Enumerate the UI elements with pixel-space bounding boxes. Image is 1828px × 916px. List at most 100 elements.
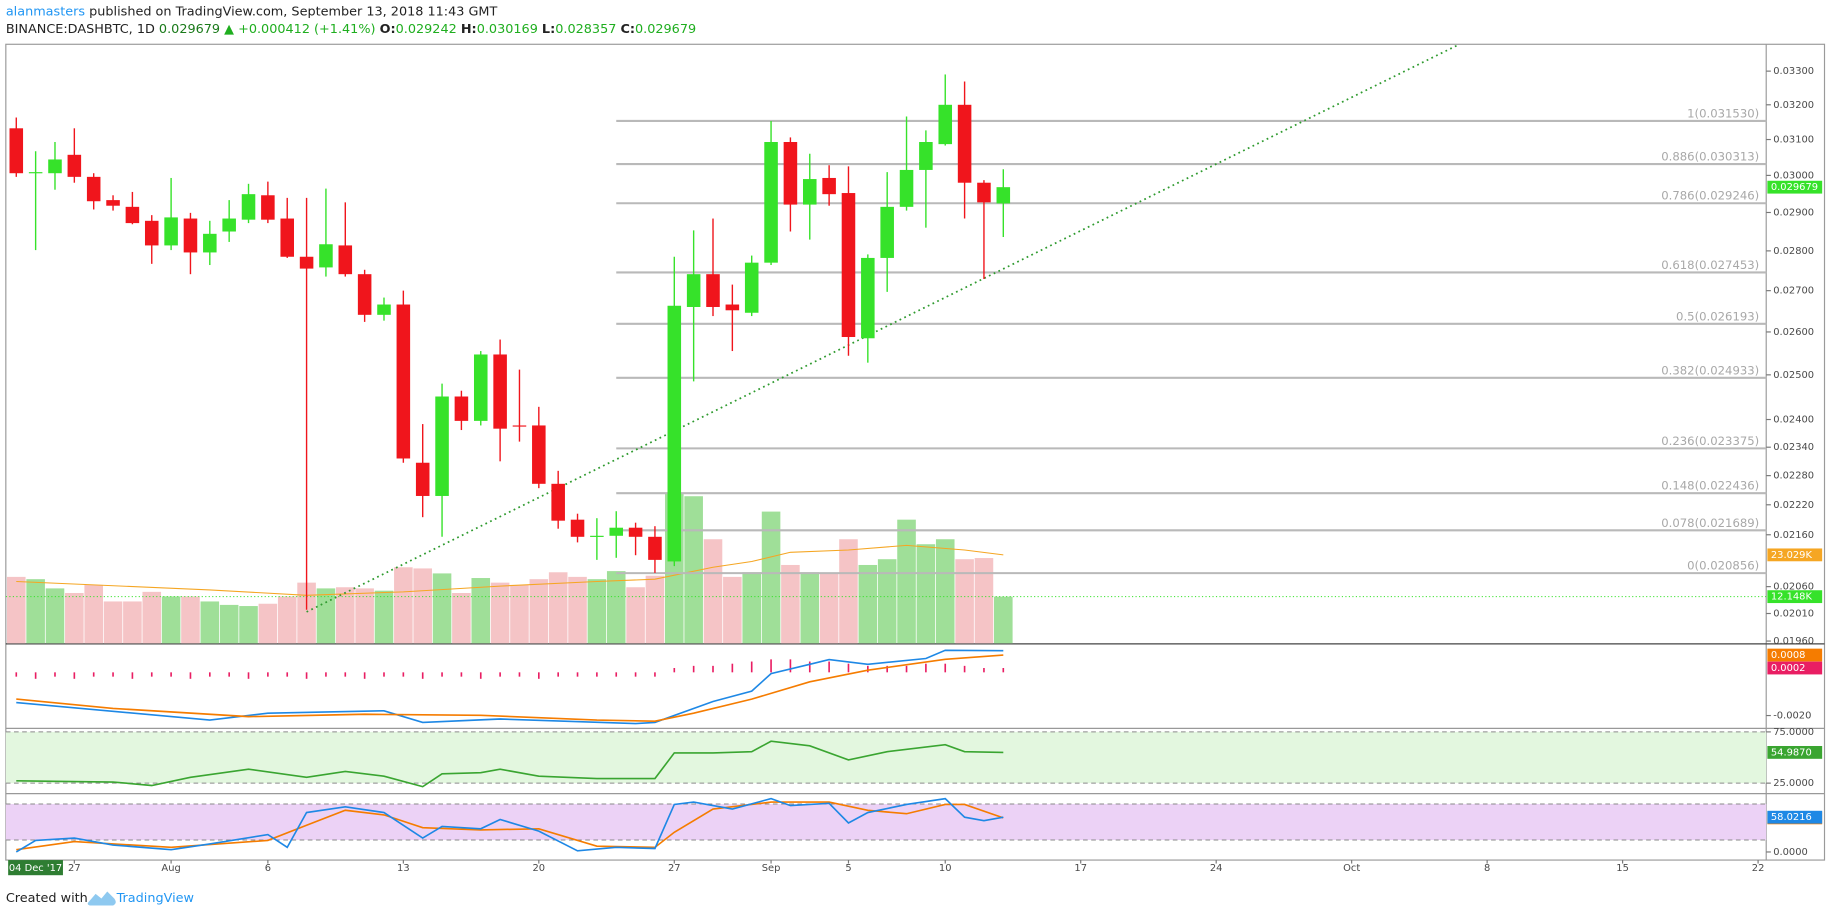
candle-body bbox=[203, 233, 217, 253]
x-tick-label: 13 bbox=[397, 863, 410, 874]
macd-histogram bbox=[54, 672, 56, 677]
candle-body bbox=[764, 142, 778, 263]
fib-label: 0.236(0.023375) bbox=[1661, 434, 1759, 448]
publish-line: alanmasters published on TradingView.com… bbox=[6, 4, 498, 19]
macd-histogram bbox=[421, 672, 424, 679]
candle-body bbox=[86, 176, 101, 202]
x-tick-label: 27 bbox=[68, 863, 81, 874]
candle-body bbox=[319, 244, 333, 268]
ohlc-label: O: bbox=[380, 22, 396, 37]
x-tick-label: 20 bbox=[533, 863, 546, 874]
value-badge-text: 0.0008 bbox=[1771, 650, 1806, 661]
change: ▲ +0.000412 (+1.41%) bbox=[224, 22, 375, 37]
y-tick-label: 0.03100 bbox=[1773, 135, 1814, 146]
macd-histogram bbox=[286, 672, 289, 677]
value-badge bbox=[1767, 590, 1823, 604]
author[interactable]: alanmasters bbox=[6, 4, 86, 19]
ohlc-value: 0.029242 bbox=[396, 22, 457, 37]
candle-body bbox=[338, 245, 353, 275]
volume-bar bbox=[955, 559, 974, 644]
volume-bar bbox=[239, 606, 258, 644]
macd-histogram bbox=[963, 665, 966, 673]
volume-bar bbox=[858, 564, 878, 644]
y-tick-label: 0.02900 bbox=[1773, 207, 1814, 218]
volume-bar bbox=[471, 578, 491, 644]
y-tick-label: 25.0000 bbox=[1773, 778, 1814, 789]
macd-histogram bbox=[925, 663, 927, 673]
macd-histogram bbox=[112, 672, 114, 677]
y-tick-label: 0.02400 bbox=[1773, 415, 1814, 426]
candle-body bbox=[899, 169, 914, 207]
y-tick-label: 0.02220 bbox=[1773, 500, 1814, 511]
candle-body bbox=[67, 154, 82, 177]
x-tick-label: 8 bbox=[1484, 863, 1490, 874]
y-tick-label: 0.03300 bbox=[1773, 66, 1814, 77]
macd-histogram bbox=[596, 672, 598, 677]
candle-body bbox=[744, 262, 759, 313]
ohlc-value: 0.030169 bbox=[477, 22, 538, 37]
macd-histogram bbox=[305, 672, 308, 679]
macd-histogram bbox=[576, 672, 579, 677]
volume-bar bbox=[819, 573, 839, 644]
volume-bar bbox=[413, 568, 432, 644]
candle-body bbox=[493, 354, 507, 429]
x-tick-label: 24 bbox=[1210, 863, 1223, 874]
y-tick-label: 0.02280 bbox=[1773, 471, 1814, 482]
candle-body bbox=[435, 396, 449, 496]
ohlc-label: H: bbox=[461, 22, 477, 37]
macd-histogram bbox=[983, 668, 985, 673]
indicator-line bbox=[15, 797, 1004, 853]
y-tick-label: 0.02010 bbox=[1773, 609, 1814, 620]
candle-body bbox=[957, 104, 972, 183]
indicator-line bbox=[16, 740, 1004, 788]
candle-body bbox=[822, 177, 836, 195]
volume-bar bbox=[761, 511, 781, 644]
fib-label: 0.078(0.021689) bbox=[1661, 516, 1759, 530]
candle-body bbox=[9, 128, 24, 174]
volume-bar bbox=[6, 576, 26, 644]
macd-histogram bbox=[325, 672, 327, 677]
footer-brand[interactable]: TradingView bbox=[116, 891, 194, 906]
footer-text: Created with bbox=[6, 891, 88, 906]
ohlc-label: L: bbox=[542, 22, 555, 37]
y-tick-label: 0.03200 bbox=[1773, 100, 1814, 111]
volume-bar bbox=[490, 582, 510, 644]
x-tick-label: Sep bbox=[762, 863, 781, 874]
volume-bar bbox=[839, 539, 858, 644]
volume-bar bbox=[84, 584, 103, 644]
value-badge-text: 12.148K bbox=[1771, 592, 1813, 603]
value-badge bbox=[1767, 548, 1823, 562]
candle-body bbox=[938, 104, 953, 145]
ohlc-value: 0.029679 bbox=[635, 22, 696, 37]
candle-body bbox=[667, 305, 682, 562]
volume-bar bbox=[316, 588, 336, 644]
candle-body bbox=[125, 206, 140, 224]
chart-border bbox=[5, 43, 1826, 861]
macd-histogram bbox=[150, 672, 153, 677]
macd-histogram bbox=[1002, 668, 1005, 673]
macd-histogram bbox=[538, 672, 540, 679]
fib-label: 0(0.020856) bbox=[1687, 559, 1759, 573]
macd-histogram bbox=[441, 672, 443, 677]
candle-body bbox=[454, 396, 469, 421]
tradingview-logo[interactable] bbox=[87, 891, 116, 906]
fib-label: 0.886(0.030313) bbox=[1661, 150, 1759, 164]
candle-body bbox=[532, 425, 546, 484]
x-tick-label: Aug bbox=[161, 863, 180, 874]
macd-histogram bbox=[750, 661, 753, 673]
candle-body bbox=[28, 172, 43, 174]
volume-bar bbox=[123, 601, 142, 644]
x-tick-label: Oct bbox=[1343, 863, 1360, 874]
macd-histogram bbox=[731, 663, 734, 673]
macd-histogram bbox=[15, 672, 18, 677]
candle-body bbox=[802, 179, 817, 205]
macd-histogram bbox=[479, 672, 482, 679]
macd-histogram bbox=[944, 663, 947, 673]
candle-body bbox=[725, 304, 740, 311]
candle-body bbox=[222, 218, 236, 232]
candle-body bbox=[648, 536, 662, 560]
y-tick-label: 0.0000 bbox=[1773, 847, 1808, 858]
volume-bar bbox=[258, 603, 278, 644]
fib-label: 0.148(0.022436) bbox=[1661, 479, 1759, 493]
candle-body bbox=[280, 218, 295, 257]
